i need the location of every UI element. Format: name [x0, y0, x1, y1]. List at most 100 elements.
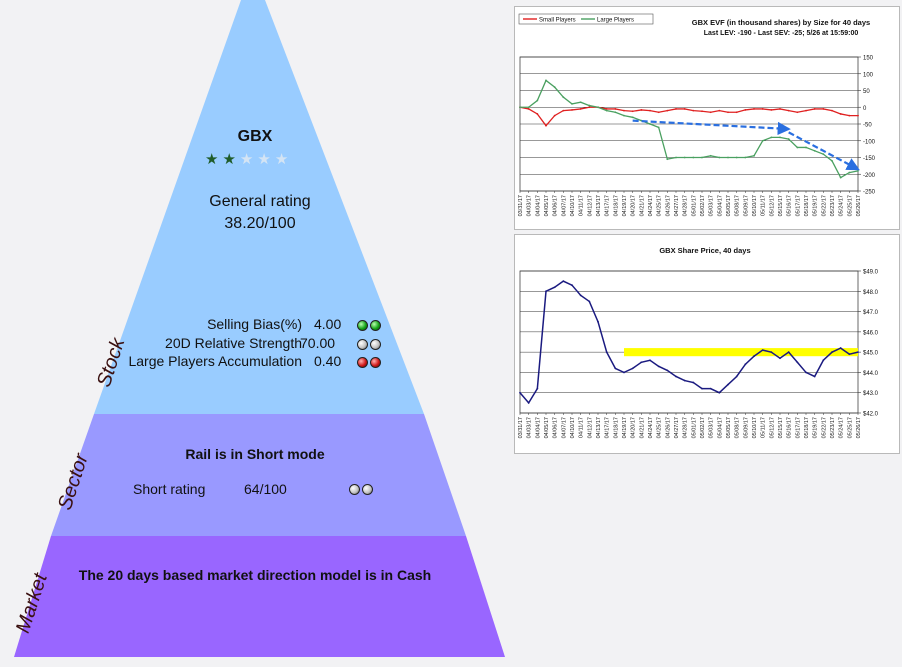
- x-tick-label: 05/05/17: [726, 195, 732, 216]
- data-point: [857, 351, 859, 354]
- series-line-small-players: [519, 106, 858, 127]
- data-point: [631, 110, 634, 113]
- y-tick-label: -50: [863, 123, 872, 129]
- evf-chart-panel: GBX EVF (in thousand shares) by Size for…: [514, 6, 900, 230]
- data-point: [770, 351, 773, 354]
- data-point: [718, 156, 721, 159]
- data-point: [649, 109, 651, 112]
- data-point: [839, 113, 842, 115]
- data-point: [536, 387, 539, 390]
- status-dot: [357, 357, 368, 369]
- x-tick-label: 05/01/17: [691, 195, 697, 216]
- x-tick-label: 05/25/17: [847, 195, 853, 216]
- data-point: [857, 170, 859, 172]
- x-tick-label: 05/08/17: [735, 195, 741, 216]
- sector-rating-value: 64/100: [244, 481, 287, 497]
- y-tick-label: 50: [863, 89, 870, 95]
- data-point: [848, 114, 851, 117]
- data-point: [623, 109, 625, 112]
- data-point: [649, 123, 651, 125]
- data-point: [805, 146, 807, 149]
- legend-label: Small Players: [539, 18, 576, 24]
- data-point: [831, 351, 833, 354]
- data-point: [683, 156, 686, 159]
- data-point: [753, 355, 755, 358]
- x-tick-label: 05/10/17: [752, 195, 758, 216]
- data-point: [562, 109, 565, 112]
- data-point: [831, 159, 833, 162]
- x-tick-label: 05/12/17: [769, 417, 775, 438]
- data-point: [822, 108, 825, 110]
- x-tick-label: 05/05/17: [726, 417, 732, 438]
- data-point: [545, 79, 547, 82]
- star-filled-icon: ★: [205, 150, 219, 168]
- x-tick-label: 05/09/17: [743, 195, 749, 216]
- metric-label: Selling Bias(%): [207, 316, 302, 332]
- data-point: [813, 375, 816, 378]
- data-point: [735, 156, 738, 159]
- data-point: [579, 294, 582, 297]
- data-point: [553, 86, 556, 89]
- y-tick-label: -250: [863, 190, 876, 196]
- x-tick-label: 04/06/17: [553, 195, 559, 216]
- data-point: [744, 156, 747, 159]
- x-tick-label: 05/11/17: [761, 195, 767, 216]
- data-point: [787, 138, 790, 140]
- x-tick-label: 04/03/17: [527, 195, 533, 216]
- x-tick-label: 05/08/17: [735, 417, 741, 438]
- data-point: [666, 109, 669, 112]
- chart-title: GBX EVF (in thousand shares) by Size for…: [692, 18, 870, 27]
- x-tick-label: 04/03/17: [527, 417, 533, 438]
- x-tick-label: 04/25/17: [657, 195, 663, 216]
- x-tick-label: 05/10/17: [752, 417, 758, 438]
- data-point: [701, 110, 703, 113]
- data-point: [588, 106, 591, 109]
- data-point: [822, 359, 825, 362]
- x-tick-label: 04/07/17: [561, 195, 567, 216]
- data-point: [796, 111, 799, 114]
- data-point: [744, 363, 747, 366]
- x-tick-label: 05/03/17: [709, 417, 715, 438]
- data-point: [701, 156, 703, 159]
- data-point: [805, 109, 807, 112]
- data-point: [692, 381, 695, 384]
- data-point: [796, 361, 799, 364]
- data-point: [770, 136, 773, 139]
- status-dot: [357, 320, 368, 332]
- x-tick-label: 04/04/17: [535, 417, 541, 438]
- data-point: [727, 111, 729, 114]
- y-tick-label: -150: [863, 156, 876, 162]
- metric-value: 0.40: [314, 353, 342, 369]
- y-tick-label: $44.0: [863, 371, 879, 377]
- x-tick-label: 05/22/17: [821, 417, 827, 438]
- y-tick-label: -200: [863, 173, 876, 179]
- metric-row-relative-strength: 20D Relative Strength 70.00: [110, 334, 410, 354]
- market-direction-text: The 20 days based market direction model…: [78, 567, 432, 583]
- data-point: [631, 367, 634, 370]
- data-point: [571, 284, 573, 287]
- data-point: [796, 146, 799, 149]
- y-tick-label: $47.0: [863, 310, 879, 316]
- x-tick-label: 05/15/17: [778, 417, 784, 438]
- x-tick-label: 04/12/17: [587, 417, 593, 438]
- data-point: [519, 391, 521, 394]
- metric-value: 70.00: [300, 335, 336, 351]
- data-point: [605, 109, 608, 112]
- data-point: [562, 96, 565, 99]
- x-tick-label: 05/24/17: [839, 417, 845, 438]
- trend-arrow: [788, 131, 860, 171]
- data-point: [779, 136, 781, 139]
- sector-rating-label: Short rating: [133, 481, 206, 497]
- market-band: [14, 536, 505, 657]
- series-line-price: [519, 280, 859, 405]
- rating-pyramid: [14, 0, 505, 657]
- data-point: [623, 114, 625, 117]
- data-point: [839, 347, 842, 349]
- x-tick-label: 04/11/17: [579, 417, 585, 438]
- metric-label: 20D Relative Strength: [165, 335, 302, 351]
- x-tick-label: 05/17/17: [795, 417, 801, 438]
- data-point: [675, 375, 677, 378]
- data-point: [718, 391, 721, 394]
- data-point: [605, 108, 608, 110]
- data-point: [657, 365, 660, 368]
